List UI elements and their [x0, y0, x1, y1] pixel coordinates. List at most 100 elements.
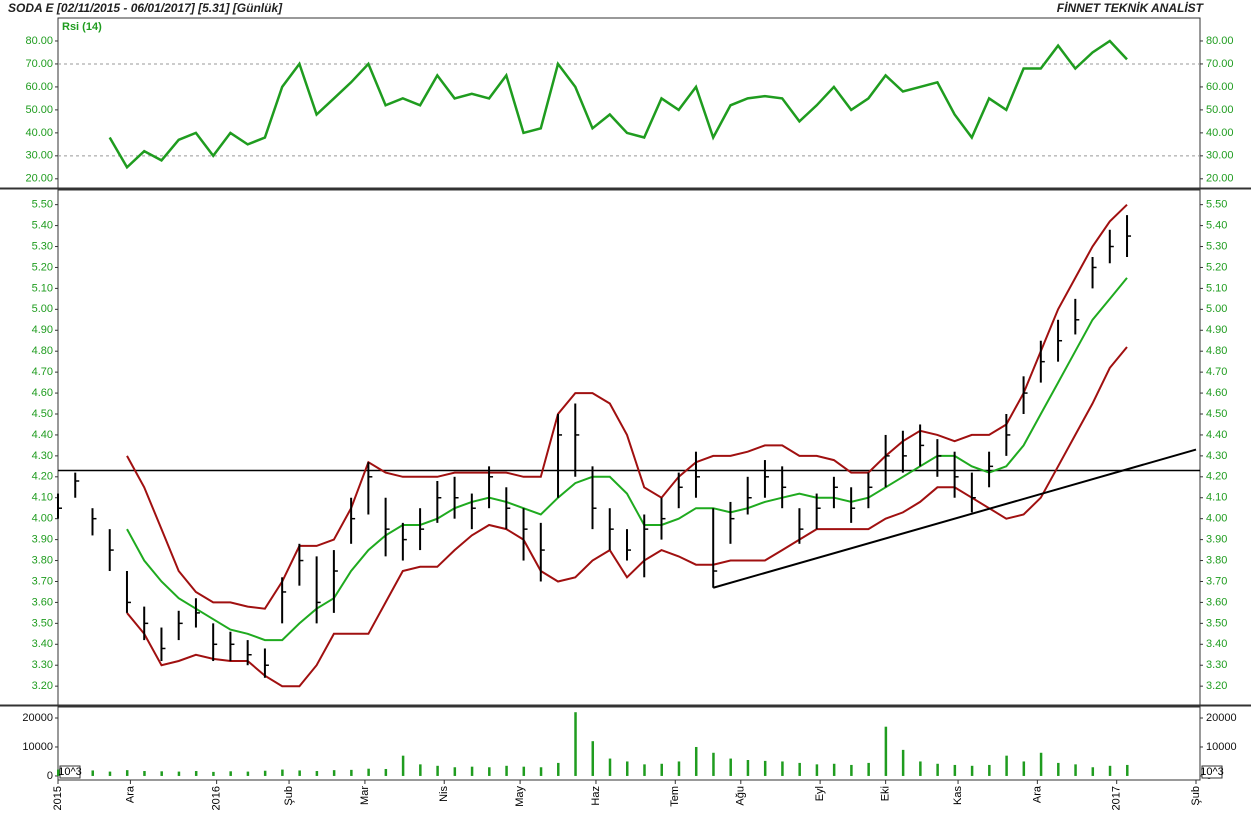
y-tick-label: 4.50 [1206, 408, 1227, 420]
x-tick-label: Eyl [814, 786, 826, 801]
volume-bar [660, 763, 663, 776]
volume-bar [1039, 752, 1043, 776]
volume-bar [401, 755, 405, 776]
x-tick-label: Nis [438, 786, 450, 802]
volume-bar [539, 767, 543, 776]
y-tick-label: 20.00 [1206, 173, 1234, 185]
volume-bar [522, 766, 526, 776]
volume-bar [246, 771, 250, 776]
y-tick-label: 4.30 [1206, 450, 1227, 462]
trendline [712, 448, 1197, 589]
y-tick-label: 50.00 [25, 104, 53, 116]
y-tick-label: 3.80 [1206, 554, 1227, 566]
y-tick-label: 5.10 [32, 282, 53, 294]
y-tick-label: 4.90 [1206, 324, 1227, 336]
volume-bar [591, 741, 595, 776]
volume-bar [643, 764, 646, 776]
volume-bar [367, 768, 370, 776]
volume-bar [212, 771, 215, 776]
y-tick-label: 40.00 [1206, 127, 1234, 139]
y-tick-label: 80.00 [25, 35, 53, 47]
y-tick-label: 3.40 [1206, 638, 1227, 650]
y-tick-label: 4.40 [1206, 429, 1227, 441]
y-tick-label: 5.30 [1206, 240, 1227, 252]
volume-bar [884, 726, 888, 776]
y-tick-label: 3.80 [32, 554, 53, 566]
y-tick-label: 3.30 [1206, 659, 1227, 671]
volume-bar [143, 771, 146, 776]
y-tick-label: 3.70 [32, 575, 53, 587]
y-tick-label: 0 [47, 770, 53, 782]
volume-bar [557, 762, 560, 776]
volume-bar [57, 769, 60, 776]
volume-bar [298, 770, 301, 776]
x-tick-label: 2016 [211, 786, 223, 810]
volume-bar [832, 763, 836, 776]
y-tick-label: 3.90 [32, 534, 53, 546]
x-tick-label: 2015 [52, 786, 64, 810]
volume-bar [712, 752, 715, 776]
y-tick-label: 4.90 [32, 324, 53, 336]
y-tick-label: 4.00 [32, 513, 53, 525]
band-line [126, 203, 1128, 610]
y-tick-label: 60.00 [25, 81, 53, 93]
volume-bar [781, 761, 784, 776]
volume-bar [488, 767, 491, 776]
y-tick-label: 4.60 [1206, 387, 1227, 399]
y-tick-label: 4.20 [1206, 471, 1227, 483]
y-tick-label: 3.50 [32, 617, 53, 629]
volume-bar [384, 768, 388, 776]
volume-bar [281, 769, 284, 776]
volume-bar [953, 764, 957, 776]
volume-bar [263, 770, 267, 776]
y-tick-label: 4.40 [32, 429, 53, 441]
volume-bar [763, 760, 767, 776]
x-tick-label: Şub [1190, 786, 1202, 806]
volume-bar [815, 764, 819, 776]
y-tick-label: 3.40 [32, 638, 53, 650]
volume-bar [1108, 765, 1112, 776]
y-tick-label: 80.00 [1206, 35, 1234, 47]
volume-bar [798, 762, 801, 776]
y-tick-label: 5.40 [32, 219, 53, 231]
volume-bar [194, 771, 198, 776]
unit-box [1201, 765, 1223, 779]
y-tick-label: 4.10 [1206, 492, 1227, 504]
volume-bar [746, 760, 750, 776]
volume-bar [419, 764, 422, 776]
volume-bar [1022, 761, 1026, 776]
volume-bar [91, 770, 94, 776]
x-tick-label: 2017 [1111, 786, 1123, 810]
rsi-line [108, 39, 1128, 170]
y-tick-label: 3.20 [32, 680, 53, 692]
y-tick-label: 40.00 [25, 127, 53, 139]
x-tick-label: Tem [669, 786, 681, 807]
y-tick-label: 4.60 [32, 387, 53, 399]
volume-bar [470, 766, 474, 776]
volume-bar [453, 767, 457, 776]
y-tick-label: 20.00 [25, 173, 53, 185]
volume-bar [1057, 762, 1060, 776]
volume-frame [57, 706, 1201, 781]
volume-bar [729, 758, 732, 776]
volume-bar [867, 762, 870, 776]
y-tick-label: 4.10 [32, 492, 53, 504]
y-tick-label: 4.80 [1206, 345, 1227, 357]
y-tick-label: 70.00 [1206, 58, 1234, 70]
x-tick-label: Ara [124, 785, 136, 803]
y-tick-label: 4.80 [32, 345, 53, 357]
y-tick-label: 3.30 [32, 659, 53, 671]
y-tick-label: 4.50 [32, 408, 53, 420]
y-tick-label: 5.00 [1206, 303, 1227, 315]
y-tick-label: 10000 [22, 741, 53, 753]
volume-bar [694, 746, 698, 776]
unit-label: 10^3 [1200, 766, 1224, 778]
y-tick-label: 3.60 [32, 596, 53, 608]
volume-bar [315, 771, 319, 776]
volume-bar [332, 770, 336, 776]
volume-bar [919, 761, 922, 776]
y-tick-label: 5.50 [32, 199, 53, 211]
x-tick-label: Şub [283, 786, 295, 806]
volume-bar [436, 765, 439, 776]
volume-bar [574, 712, 577, 776]
